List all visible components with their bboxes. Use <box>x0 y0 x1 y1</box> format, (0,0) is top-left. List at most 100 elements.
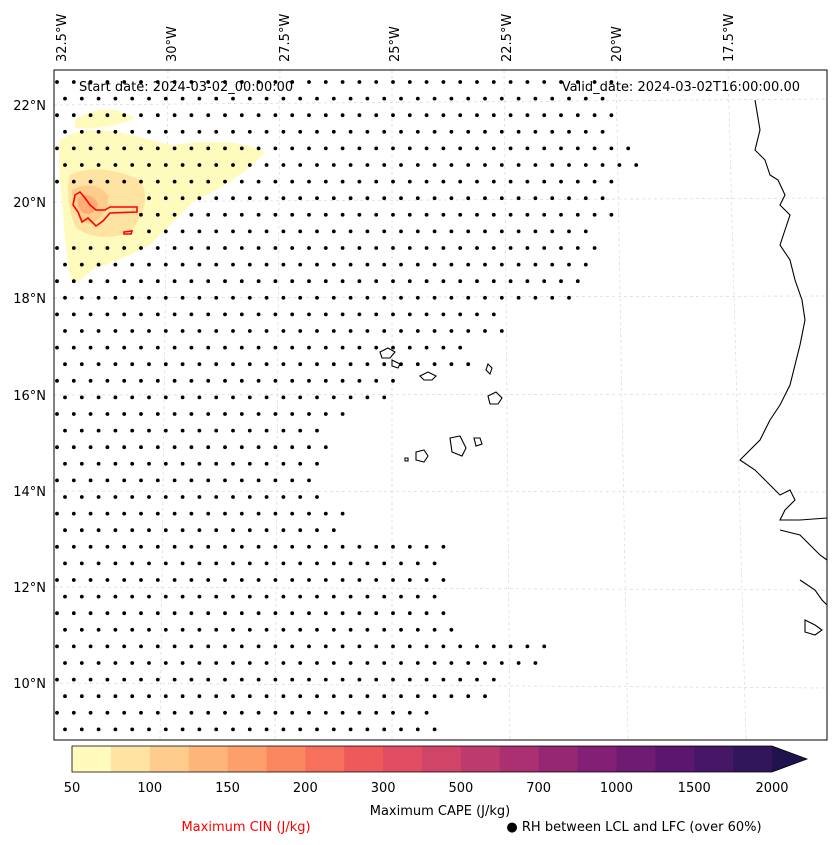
rh-dot <box>415 163 420 167</box>
lon-tick-label: 22.5°W <box>500 14 515 62</box>
rh-dot <box>264 295 269 300</box>
rh-dot <box>130 395 135 400</box>
rh-dot <box>382 262 387 267</box>
rh-dot <box>374 710 379 715</box>
rh-dot <box>122 710 127 715</box>
rh-dot <box>273 246 278 250</box>
rh-dot <box>256 544 261 549</box>
rh-dot <box>180 229 185 234</box>
rh-dot <box>466 329 471 333</box>
rh-dot <box>475 312 479 317</box>
rh-dot <box>231 528 235 533</box>
rh-dot <box>189 279 194 284</box>
rh-dot <box>105 677 110 682</box>
rh-dot <box>264 129 269 134</box>
rh-dot <box>79 495 84 499</box>
rh-dot <box>466 694 471 699</box>
rh-dot <box>365 362 370 367</box>
rh-dot <box>79 594 84 599</box>
rh-dot <box>348 362 353 367</box>
colorbar-extension-arrow <box>772 746 807 772</box>
rh-dot <box>256 644 261 649</box>
rh-dot <box>298 329 303 333</box>
rh-dot <box>290 279 295 284</box>
rh-dot <box>415 694 420 699</box>
rh-dot <box>88 345 93 350</box>
rh-dot <box>449 329 454 333</box>
rh-dot <box>475 677 479 682</box>
rh-dot <box>189 146 194 151</box>
rh-dot <box>307 445 311 450</box>
rh-dot <box>458 279 463 284</box>
rh-dot <box>214 295 219 300</box>
rh-dot <box>298 428 303 433</box>
rh-dot <box>575 80 580 84</box>
rh-dot <box>516 262 521 267</box>
coastline <box>379 99 828 636</box>
rh-dot <box>508 644 513 649</box>
rh-dot <box>256 511 261 516</box>
rh-dot <box>458 80 463 84</box>
rh-dot <box>432 163 437 167</box>
rh-dot <box>96 627 101 632</box>
rh-dot <box>63 295 67 300</box>
rh-dot <box>122 378 127 383</box>
rh-dot <box>122 146 127 151</box>
rh-dot <box>71 644 76 649</box>
rh-dot <box>63 561 67 566</box>
rh-dot <box>298 528 303 533</box>
rh-dot <box>105 544 110 549</box>
rh-dot <box>247 428 252 433</box>
rh-dot <box>449 661 454 665</box>
rh-dot <box>307 179 311 184</box>
rh-dot <box>307 412 311 416</box>
rh-dot <box>231 495 235 499</box>
rh-dot <box>315 196 319 201</box>
rh-dot <box>163 395 168 400</box>
rh-dot <box>163 495 168 499</box>
rh-dot <box>458 345 463 350</box>
rh-dot <box>331 561 336 566</box>
rh-dot <box>139 80 143 84</box>
rh-dot <box>315 163 319 167</box>
rh-dot <box>172 478 177 483</box>
rh-dot <box>55 412 59 416</box>
rh-dot <box>122 113 127 118</box>
rh-dot <box>365 295 370 300</box>
rh-dot <box>475 279 479 284</box>
rh-dot <box>105 179 110 184</box>
rh-dot <box>63 262 67 267</box>
rh-dot <box>122 544 127 549</box>
rh-dot <box>147 362 151 367</box>
rh-dot <box>163 229 168 234</box>
rh-dot <box>348 229 353 234</box>
rh-dot <box>147 694 151 699</box>
rh-dot <box>130 727 135 732</box>
rh-dot <box>483 129 487 134</box>
rh-dot <box>374 113 379 118</box>
rh-dot <box>357 710 362 715</box>
rh-dot <box>323 113 328 118</box>
rh-dot <box>550 262 555 267</box>
rh-dot <box>105 478 110 483</box>
rh-dot <box>575 146 580 151</box>
rh-dot <box>432 661 437 665</box>
rh-dot <box>307 212 311 217</box>
rh-dot <box>163 561 168 566</box>
rh-dot <box>122 445 127 450</box>
rh-dot <box>331 96 336 101</box>
rh-dot <box>424 611 429 616</box>
rh-dot <box>626 146 631 151</box>
rh-dot <box>331 395 336 400</box>
rh-dot <box>130 661 135 665</box>
rh-dot <box>542 644 547 649</box>
rh-dot <box>79 96 84 101</box>
rh-dot <box>365 262 370 267</box>
rh-dot <box>575 113 580 118</box>
rh-dot <box>483 196 487 201</box>
rh-dot <box>130 694 135 699</box>
rh-dot <box>231 428 235 433</box>
rh-dot <box>491 212 496 217</box>
rh-dot <box>357 312 362 317</box>
rh-dot <box>155 212 160 217</box>
